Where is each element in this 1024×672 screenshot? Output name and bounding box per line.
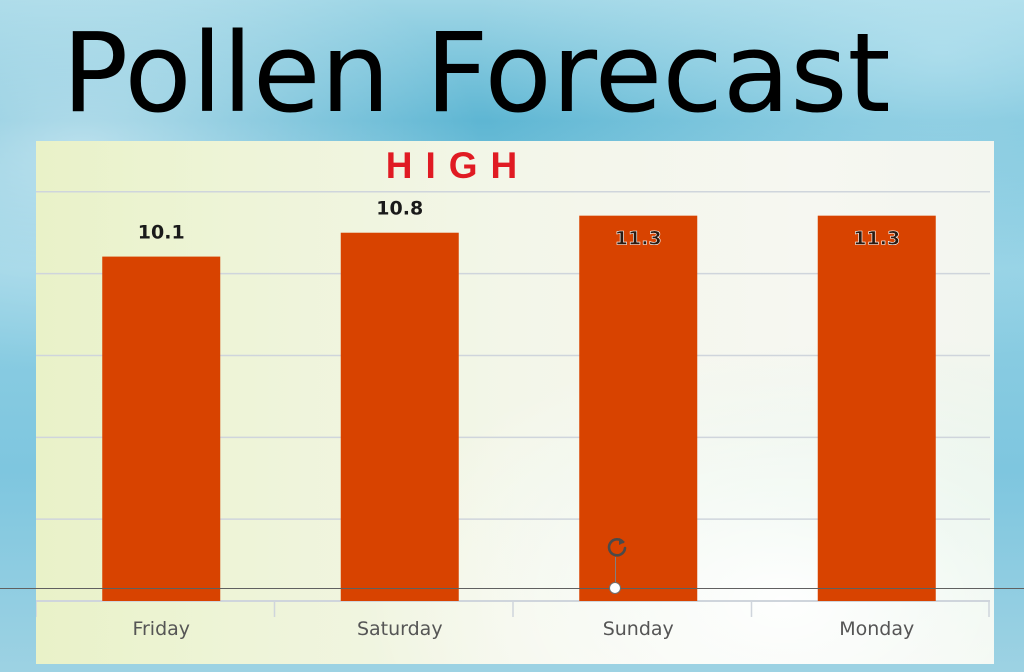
selection-handle[interactable]	[609, 582, 621, 594]
x-tick-label: Saturday	[357, 618, 443, 640]
guide-line	[0, 588, 1024, 589]
data-label: 11.3	[615, 228, 662, 250]
data-label: 10.8	[376, 198, 423, 220]
bar-chart: 10.1 Friday 10.8 Saturday 11.3 Sunday 11.3 Mond…	[36, 145, 990, 640]
bar	[102, 256, 221, 601]
handle-stem	[615, 557, 616, 583]
data-label: 10.1	[138, 222, 185, 244]
bar	[817, 215, 936, 602]
chart-area[interactable]: 10.1 Friday 10.8 Saturday 11.3 Sunday 11.3 Mond…	[36, 141, 994, 664]
bar	[579, 215, 698, 602]
rotate-icon[interactable]	[604, 534, 630, 560]
page-title: Pollen Forecast	[62, 9, 891, 137]
x-tick-label: Sunday	[603, 618, 674, 640]
x-tick-label: Friday	[132, 618, 190, 640]
high-badge: HIGH	[386, 145, 531, 186]
bar	[340, 232, 459, 601]
x-tick-label: Monday	[839, 618, 914, 640]
data-label: 11.3	[853, 228, 900, 250]
